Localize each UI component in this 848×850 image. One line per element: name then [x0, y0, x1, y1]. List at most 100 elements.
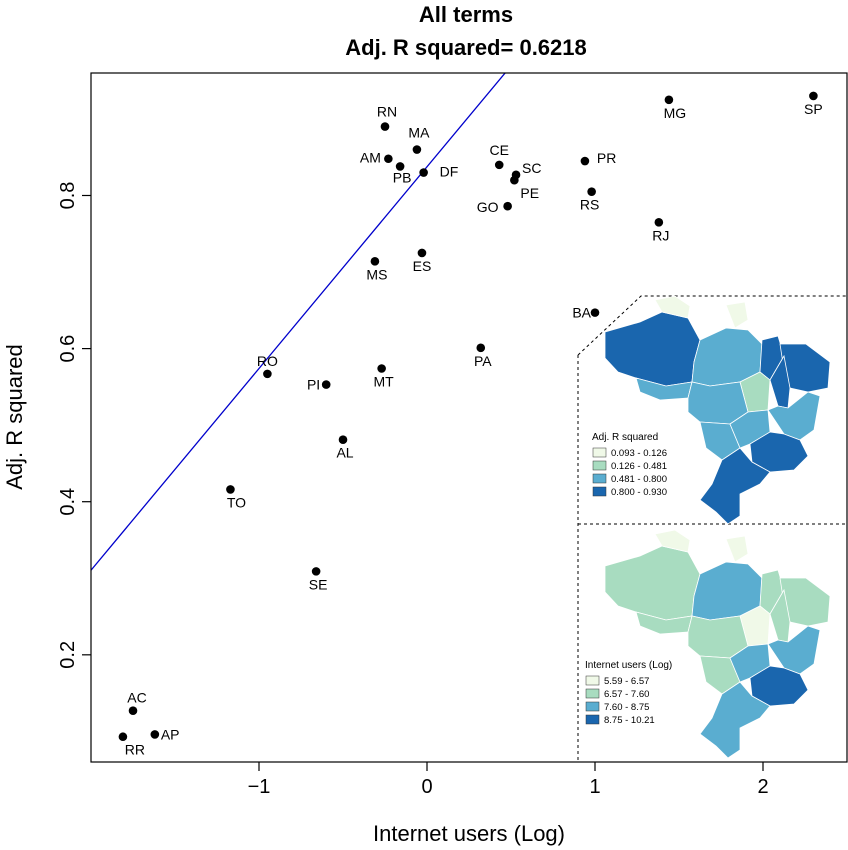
x-tick-label: 2 [757, 776, 768, 798]
region-amazonas [604, 311, 701, 387]
data-point-ap [150, 730, 160, 739]
legend-label: 0.800 - 0.930 [611, 487, 667, 498]
point-label-ce: CE [490, 142, 509, 158]
point-label-am: AM [360, 150, 381, 166]
legend-label: 7.60 - 8.75 [604, 702, 649, 713]
inset1-legend-item: 0.093 - 0.126 [592, 447, 667, 459]
legend-label: 5.59 - 6.57 [604, 676, 649, 687]
legend-swatch [585, 688, 600, 699]
point-label-ac: AC [127, 690, 146, 706]
data-point-al [338, 435, 348, 445]
inset1-legend-item: 0.481 - 0.800 [592, 473, 667, 485]
inset-frame-top [577, 295, 846, 356]
regression-line [91, 73, 506, 571]
data-point-pa [476, 343, 486, 353]
point-label-al: AL [336, 445, 353, 461]
point-label-go: GO [477, 199, 499, 215]
inset1-legend-item: 0.800 - 0.930 [592, 486, 667, 498]
legend-label: 0.481 - 0.800 [611, 474, 667, 485]
data-point-to [226, 485, 235, 494]
y-tick-label: 0.6 [57, 335, 79, 363]
data-point-mt [377, 364, 386, 373]
data-point-pe [510, 175, 519, 185]
inset1-legend-title: Adj. R squared [592, 432, 658, 443]
data-point-pr [580, 156, 590, 166]
inset1-legend-item: 0.126 - 0.481 [592, 460, 667, 472]
x-tick-label: 0 [421, 776, 432, 798]
point-label-sp: SP [804, 101, 823, 117]
legend-label: 6.57 - 7.60 [604, 689, 649, 700]
brazil-map-internet [604, 529, 831, 759]
data-point-rs [587, 187, 596, 196]
data-point-am [384, 154, 393, 164]
data-point-rj [654, 217, 664, 227]
point-label-pb: PB [393, 169, 412, 185]
point-label-sc: SC [522, 160, 541, 176]
region-amapa [725, 535, 749, 563]
point-label-es: ES [413, 258, 432, 274]
inset-map-adj-r-squared: Adj. R squared 0.093 - 0.126 0.126 - 0.4… [577, 295, 846, 762]
point-label-pr: PR [597, 150, 616, 166]
y-tick-label: 0.2 [57, 641, 79, 669]
x-tick-label: −1 [248, 776, 271, 798]
x-axis-label: Internet users (Log) [373, 821, 565, 846]
chart-title: All terms [419, 2, 513, 27]
data-point-ac [128, 706, 138, 716]
data-point-se [311, 567, 321, 576]
point-label-ba: BA [572, 305, 591, 321]
y-tick-label: 0.8 [57, 182, 79, 210]
region-south [699, 681, 771, 759]
region-south [699, 447, 771, 524]
y-axis-label: Adj. R squared [2, 344, 27, 490]
inset2-legend-item: 6.57 - 7.60 [585, 688, 649, 700]
region-roraima [654, 296, 691, 319]
point-label-ma: MA [408, 125, 430, 141]
data-point-df [419, 168, 428, 177]
data-point-rn [380, 122, 390, 131]
legend-swatch [592, 486, 607, 497]
inset2-legend-title: Internet users (Log) [585, 660, 672, 671]
plot-frame [90, 72, 848, 763]
chart-subtitle: Adj. R squared= 0.6218 [345, 35, 587, 60]
region-amazonas [604, 545, 701, 621]
data-point-ms [370, 257, 380, 266]
legend-swatch [585, 701, 600, 712]
point-label-mt: MT [374, 374, 395, 390]
region-piaui [769, 588, 791, 643]
brazil-map-adj-r [604, 296, 831, 524]
data-point-ma [412, 145, 422, 154]
point-label-rs: RS [580, 197, 599, 213]
point-label-df: DF [440, 164, 459, 180]
data-point-ba [590, 308, 600, 317]
data-point-rr [118, 732, 128, 742]
legend-label: 0.093 - 0.126 [611, 448, 667, 459]
region-piaui [769, 354, 791, 409]
data-point-pb [395, 162, 405, 171]
legend-label: 8.75 - 10.21 [604, 715, 655, 726]
data-point-pi [321, 380, 331, 389]
inset-map-internet-users: Internet users (Log) 5.59 - 6.57 6.57 - … [585, 529, 831, 759]
point-label-se: SE [309, 576, 328, 592]
point-label-ms: MS [366, 266, 387, 282]
legend-label: 0.126 - 0.481 [611, 461, 667, 472]
data-point-ce [494, 160, 504, 170]
point-label-rr: RR [125, 742, 145, 758]
legend-swatch [592, 447, 607, 458]
point-label-to: TO [227, 494, 246, 510]
point-label-rn: RN [377, 104, 397, 120]
legend-swatch [592, 460, 607, 471]
legend-swatch [592, 473, 607, 484]
region-roraima [654, 529, 691, 553]
region-amapa [725, 301, 749, 329]
point-label-mg: MG [664, 105, 687, 121]
point-label-pi: PI [307, 377, 320, 393]
inset2-legend-item: 7.60 - 8.75 [585, 701, 649, 713]
data-point-go [503, 201, 512, 211]
inset2-legend-item: 8.75 - 10.21 [585, 714, 655, 726]
inset2-legend-item: 5.59 - 6.57 [585, 675, 649, 687]
data-point-ro [263, 369, 272, 379]
legend-swatch [585, 714, 600, 725]
point-label-pa: PA [474, 353, 492, 369]
point-label-pe: PE [520, 185, 539, 201]
